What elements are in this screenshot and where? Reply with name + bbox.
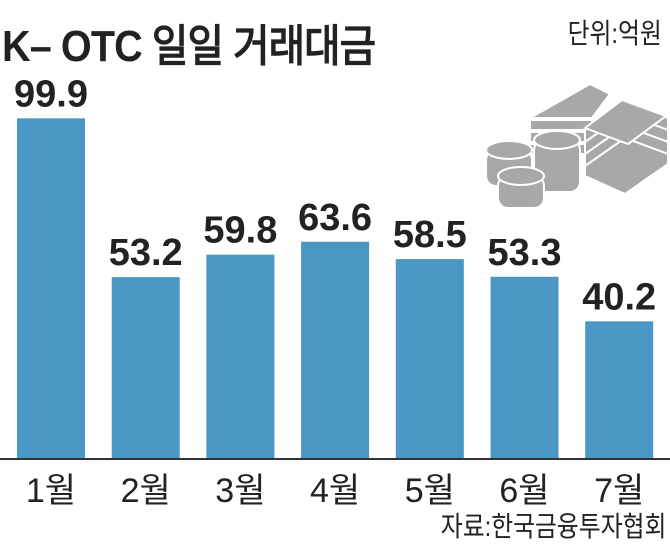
source-label: 자료:한국금융투자협회 [440,511,666,542]
value-label: 53.3 [488,232,562,274]
x-tick-label: 1월 [26,472,76,510]
unit-label: 단위:억원 [567,18,662,49]
value-label: 58.5 [393,214,467,256]
bar-2월 [111,277,180,458]
x-tick-label: 4월 [310,472,360,510]
x-tick-label: 6월 [499,472,549,510]
bar-6월 [490,276,559,458]
x-tick-label: 5월 [405,472,455,510]
money-stack-coins-icon [485,82,669,209]
bar-5월 [395,259,464,458]
bar-7월 [585,321,654,458]
value-label: 99.9 [14,73,88,115]
value-label: 53.2 [109,232,183,274]
value-label: 59.8 [203,210,277,252]
bar-1월 [17,118,85,458]
value-label: 40.2 [582,276,656,318]
value-label: 63.6 [298,197,372,239]
chart-title: K– OTC 일일 거래대금 [2,22,376,71]
bar-3월 [206,254,275,458]
x-tick-label: 7월 [594,472,644,510]
x-tick-label: 3월 [215,472,265,510]
bar-4월 [301,241,370,458]
x-tick-label: 2월 [121,472,171,510]
